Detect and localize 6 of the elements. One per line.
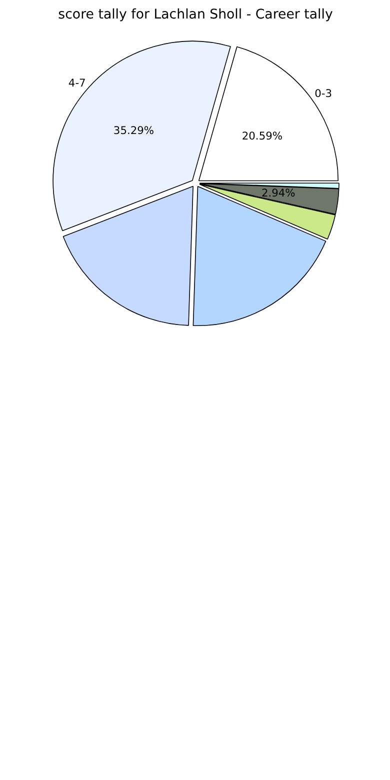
data-label: 35.29% [113,124,154,138]
data-label: 20.59% [242,130,283,143]
chart-title: score tally for Lachlan Sholl - Career tally [58,8,333,22]
data-label: 2.94% [261,186,296,200]
slice-label: 0-3 [314,87,332,100]
slice-label: 4-7 [68,76,86,90]
